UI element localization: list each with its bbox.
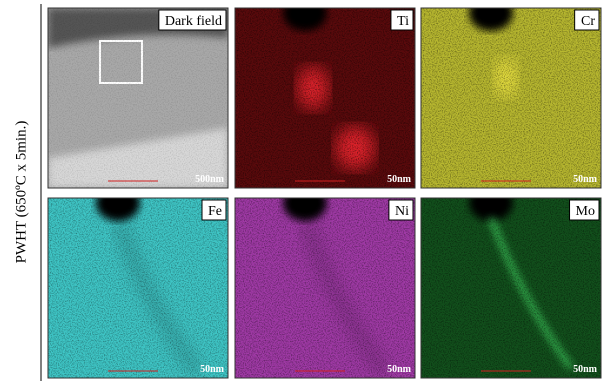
- panel-label: Fe: [208, 204, 222, 219]
- micrograph: [421, 0, 601, 188]
- panel: Cr 50nm: [421, 0, 601, 188]
- scale-label: 50nm: [573, 364, 598, 375]
- side-label: PWHT (650ºC x 5min.): [13, 121, 29, 264]
- micrograph: [48, 8, 228, 188]
- scale-label: 50nm: [387, 364, 412, 375]
- panel-label: Ti: [397, 14, 409, 29]
- panel: Dark field 500nm: [48, 8, 228, 188]
- panel-label: Cr: [581, 14, 595, 29]
- scale-label: 50nm: [387, 174, 412, 185]
- grain: [235, 198, 415, 378]
- micrograph: [48, 185, 228, 378]
- grain: [235, 8, 415, 188]
- panel-label: Dark field: [165, 14, 222, 29]
- micrograph: [235, 185, 415, 378]
- panel: Ni 50nm: [235, 185, 415, 378]
- grain: [48, 198, 228, 378]
- panel-grid: Dark field500nmTi50nmCr50nmFe50nmNi50nmM…: [48, 0, 601, 378]
- scale-label: 50nm: [200, 364, 225, 375]
- panel-label: Mo: [576, 204, 595, 219]
- page: {"side_label": "PWHT (650ºC x 5min.)", "…: [0, 0, 606, 381]
- micrograph: [235, 0, 415, 188]
- panel: Ti 50nm: [235, 0, 415, 188]
- panel-label: Ni: [395, 204, 409, 219]
- panel: Fe 50nm: [48, 185, 228, 378]
- figure: PWHT (650ºC x 5min.) Dark field 500nm Ti 50…: [0, 0, 606, 381]
- grain: [48, 8, 228, 188]
- panel: Mo 50nm: [421, 185, 601, 378]
- grain: [421, 8, 601, 188]
- grain: [421, 198, 601, 378]
- scale-label: 500nm: [195, 174, 225, 185]
- scale-label: 50nm: [573, 174, 598, 185]
